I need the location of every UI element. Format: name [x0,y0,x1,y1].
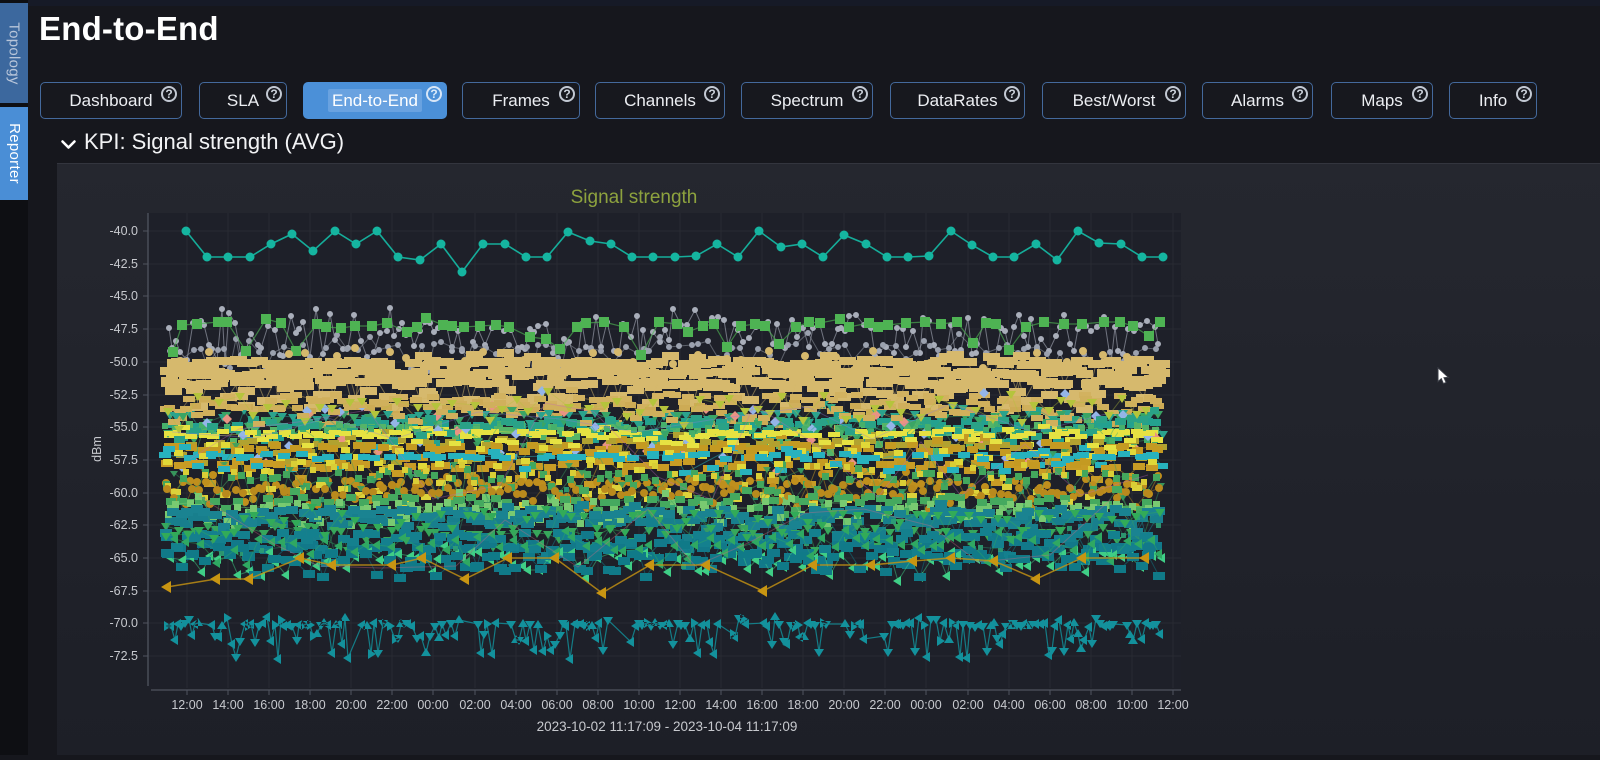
svg-text:16:00: 16:00 [253,698,284,712]
svg-text:14:00: 14:00 [705,698,736,712]
svg-text:14:00: 14:00 [212,698,243,712]
svg-text:-40.0: -40.0 [110,224,139,238]
svg-text:16:00: 16:00 [746,698,777,712]
svg-text:10:00: 10:00 [623,698,654,712]
svg-text:00:00: 00:00 [910,698,941,712]
svg-text:-65.0: -65.0 [110,551,139,565]
svg-text:20:00: 20:00 [828,698,859,712]
svg-text:06:00: 06:00 [1034,698,1065,712]
svg-text:00:00: 00:00 [417,698,448,712]
svg-text:dBm: dBm [90,436,104,462]
svg-text:-47.5: -47.5 [110,322,139,336]
svg-text:02:00: 02:00 [459,698,490,712]
svg-text:02:00: 02:00 [952,698,983,712]
svg-text:08:00: 08:00 [1075,698,1106,712]
svg-text:12:00: 12:00 [1157,698,1188,712]
svg-text:20:00: 20:00 [335,698,366,712]
svg-text:18:00: 18:00 [787,698,818,712]
svg-text:06:00: 06:00 [541,698,572,712]
svg-text:2023-10-02 11:17:09 - 2023-10-: 2023-10-02 11:17:09 - 2023-10-04 11:17:0… [537,719,798,734]
svg-text:10:00: 10:00 [1116,698,1147,712]
svg-text:22:00: 22:00 [869,698,900,712]
svg-text:04:00: 04:00 [993,698,1024,712]
svg-text:04:00: 04:00 [500,698,531,712]
svg-text:Signal strength: Signal strength [571,187,698,208]
svg-text:-50.0: -50.0 [110,355,139,369]
svg-text:-60.0: -60.0 [110,486,139,500]
svg-text:-62.5: -62.5 [110,518,139,532]
svg-text:-57.5: -57.5 [110,453,139,467]
svg-text:22:00: 22:00 [376,698,407,712]
svg-text:-45.0: -45.0 [110,289,139,303]
svg-text:-52.5: -52.5 [110,388,139,402]
svg-text:-67.5: -67.5 [110,584,139,598]
svg-text:-55.0: -55.0 [110,420,139,434]
svg-text:-42.5: -42.5 [110,257,139,271]
svg-text:12:00: 12:00 [664,698,695,712]
svg-text:-72.5: -72.5 [110,649,139,663]
svg-text:08:00: 08:00 [582,698,613,712]
svg-text:12:00: 12:00 [171,698,202,712]
svg-text:-70.0: -70.0 [110,616,139,630]
svg-text:18:00: 18:00 [294,698,325,712]
